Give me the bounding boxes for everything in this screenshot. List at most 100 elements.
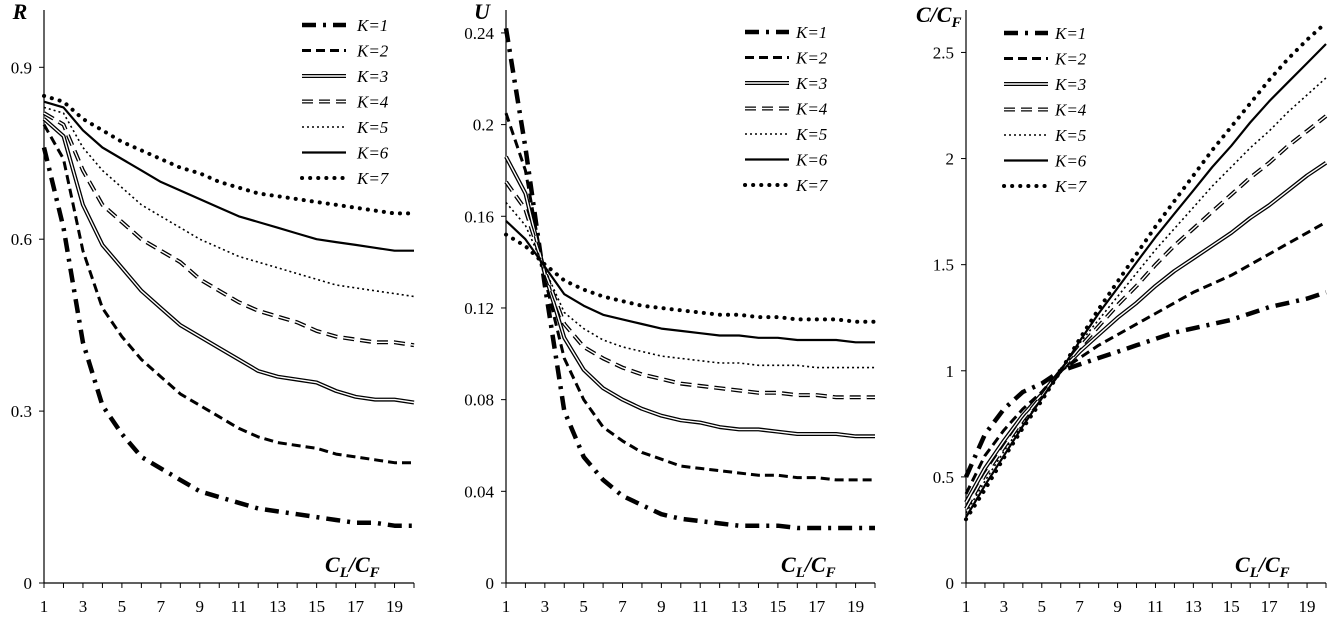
y-tick-label: 0.04: [464, 482, 494, 501]
series-line-k4-inner: [965, 115, 1327, 510]
legend-label: K=2: [1054, 50, 1087, 69]
y-tick-label: 0.08: [464, 391, 494, 410]
legend-label: K=7: [795, 176, 829, 195]
x-tick-label: 13: [269, 597, 286, 616]
series-line-k5: [505, 201, 875, 369]
chart-c-over-cf: 00.511.522.51 3 5 7 9 11 13 15 17 19C/CFCL/CFK=1K…: [916, 2, 1328, 616]
y-tick-label: 1.5: [933, 256, 954, 275]
x-tick-label: 19: [847, 597, 864, 616]
x-tick-label: 11: [231, 597, 247, 616]
x-tick-label: 13: [731, 597, 748, 616]
legend-label: K=1: [1054, 24, 1086, 43]
legend-label: K=2: [795, 49, 828, 68]
x-axis-title: CL/CF: [325, 552, 380, 581]
series-line-k4: [964, 114, 1328, 510]
series-line-k2: [42, 123, 414, 465]
x-tick-label: 9: [1113, 597, 1122, 616]
series-line-k3-inner: [43, 118, 415, 404]
y-axis-title: R: [12, 0, 28, 24]
x-tick-label: 19: [386, 597, 403, 616]
x-tick-label: 17: [1261, 597, 1279, 616]
y-tick-label: 0.5: [933, 468, 954, 487]
y-tick-label: 0: [24, 574, 33, 593]
y-tick-label: 0.9: [11, 58, 32, 77]
series-line-k7: [42, 93, 416, 216]
x-tick-label: 13: [1185, 597, 1202, 616]
x-tick-label: 1: [502, 597, 511, 616]
series-line-k3-inner: [965, 162, 1327, 503]
x-tick-label: 11: [692, 597, 708, 616]
y-tick-label: 0.2: [473, 116, 494, 135]
legend-label: K=4: [1054, 101, 1087, 120]
x-tick-label: 3: [1000, 597, 1009, 616]
legend-label: K=7: [1054, 177, 1088, 196]
legend-label: K=1: [356, 16, 388, 35]
y-axis-title: U: [474, 0, 491, 24]
x-tick-label: 11: [1147, 597, 1163, 616]
chart-r: 00.30.60.91 3 5 7 9 11 13 15 17 19RCL/CFK=1K=2K=3…: [11, 0, 416, 616]
y-tick-label: 0: [946, 574, 955, 593]
x-axis-title: CL/CF: [1235, 552, 1290, 581]
series-line-k3: [964, 161, 1328, 504]
x-tick-label: 19: [1299, 597, 1316, 616]
x-tick-label: 17: [347, 597, 365, 616]
series-line-k6: [505, 220, 875, 344]
x-tick-label: 7: [157, 597, 166, 616]
x-tick-label: 7: [1075, 597, 1084, 616]
series-line-k1: [963, 290, 1327, 478]
x-axis-title: CL/CF: [781, 552, 836, 581]
legend-label: K=6: [1054, 152, 1087, 171]
x-tick-label: 15: [308, 597, 325, 616]
y-tick-label: 1: [946, 362, 955, 381]
y-tick-label: 0.24: [464, 24, 494, 43]
x-tick-label: 5: [579, 597, 588, 616]
x-tick-label: 9: [657, 597, 666, 616]
series-line-k1: [41, 146, 414, 528]
series-line-k4-inner: [43, 112, 415, 346]
series-line-k6: [43, 100, 414, 252]
legend-label: K=6: [356, 144, 389, 163]
legend-label: K=3: [1054, 75, 1086, 94]
y-tick-label: 2: [946, 150, 955, 169]
series-line-k4-inner: [505, 181, 875, 398]
x-tick-label: 1: [40, 597, 49, 616]
x-tick-label: 15: [1223, 597, 1240, 616]
y-tick-label: 2.5: [933, 43, 954, 62]
legend-label: K=5: [356, 118, 388, 137]
y-tick-label: 0.6: [11, 230, 32, 249]
series-line-k7: [964, 20, 1328, 522]
legend-label: K=5: [795, 125, 827, 144]
series-line-k7: [504, 232, 877, 324]
x-tick-label: 1: [962, 597, 971, 616]
legend-label: K=5: [1054, 126, 1086, 145]
series-line-k6: [965, 43, 1327, 518]
y-axis-title: C/CF: [916, 2, 961, 31]
series-line-k1: [503, 27, 875, 531]
series-line-k5: [43, 106, 415, 298]
legend-label: K=6: [795, 151, 828, 170]
legend-label: K=1: [795, 23, 827, 42]
y-tick-label: 0.12: [464, 299, 494, 318]
legend-label: K=7: [356, 169, 390, 188]
legend-label: K=3: [795, 74, 827, 93]
x-tick-label: 3: [79, 597, 88, 616]
x-tick-label: 5: [1038, 597, 1047, 616]
x-tick-label: 9: [196, 597, 205, 616]
chart-u: 00.040.080.120.160.20.241 3 5 7 9 11 13 15 17 19U…: [464, 0, 877, 616]
series-line-k2: [504, 112, 875, 482]
y-tick-label: 0: [486, 574, 495, 593]
legend-label: K=2: [356, 42, 389, 61]
x-tick-label: 5: [118, 597, 127, 616]
series-line-k3-inner: [505, 156, 875, 437]
y-tick-label: 0.3: [11, 402, 32, 421]
legend-label: K=3: [356, 67, 388, 86]
legend-label: K=4: [795, 100, 828, 119]
y-tick-label: 0.16: [464, 207, 494, 226]
x-tick-label: 7: [618, 597, 627, 616]
series-line-k2: [964, 220, 1327, 495]
x-tick-label: 15: [769, 597, 786, 616]
x-tick-label: 17: [808, 597, 826, 616]
legend-label: K=4: [356, 93, 389, 112]
x-tick-label: 3: [541, 597, 550, 616]
